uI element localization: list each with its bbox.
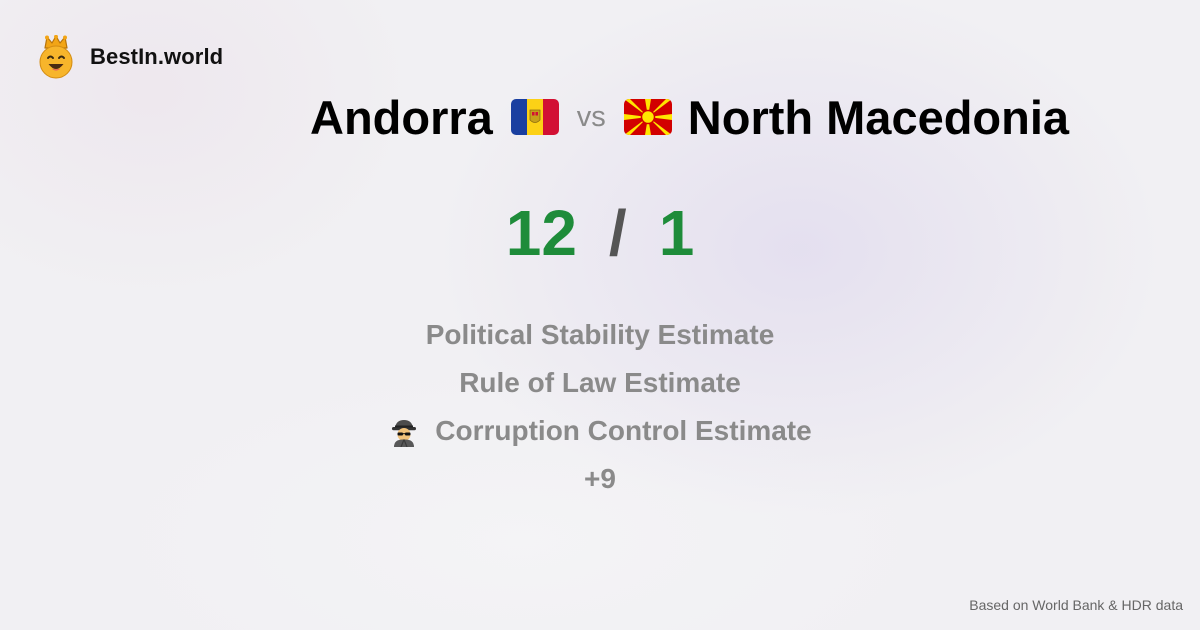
list-item: Corruption Control Estimate bbox=[0, 407, 1200, 455]
more-metrics: +9 bbox=[0, 455, 1200, 503]
more-count: +9 bbox=[584, 463, 616, 494]
crowned-smiley-icon bbox=[39, 35, 73, 79]
score: 12 / 1 bbox=[0, 196, 1200, 270]
right-country-name: North Macedonia bbox=[687, 90, 1070, 144]
vs-label: vs bbox=[576, 100, 606, 133]
list-item: Rule of Law Estimate bbox=[0, 359, 1200, 407]
comparison-heading: Andorra vs North Macedonia bbox=[310, 84, 1069, 150]
metrics-list: Political Stability Estimate Rule of Law… bbox=[0, 311, 1200, 503]
metric-label: Political Stability Estimate bbox=[425, 319, 775, 350]
score-right: 1 bbox=[658, 197, 695, 269]
metric-label: Corruption Control Estimate bbox=[435, 415, 812, 446]
brand-name: BestIn.world bbox=[90, 44, 224, 69]
score-left: 12 bbox=[505, 197, 577, 269]
brand[interactable]: BestIn.world bbox=[38, 35, 223, 79]
list-item: Political Stability Estimate bbox=[0, 311, 1200, 359]
andorra-flag-icon bbox=[510, 99, 559, 135]
source-note: Based on World Bank & HDR data bbox=[969, 597, 1183, 613]
detective-icon bbox=[392, 420, 417, 447]
score-separator: / bbox=[608, 197, 627, 269]
left-country-name: Andorra bbox=[310, 90, 493, 144]
metric-label: Rule of Law Estimate bbox=[459, 367, 741, 398]
north-macedonia-flag-icon bbox=[623, 99, 672, 135]
